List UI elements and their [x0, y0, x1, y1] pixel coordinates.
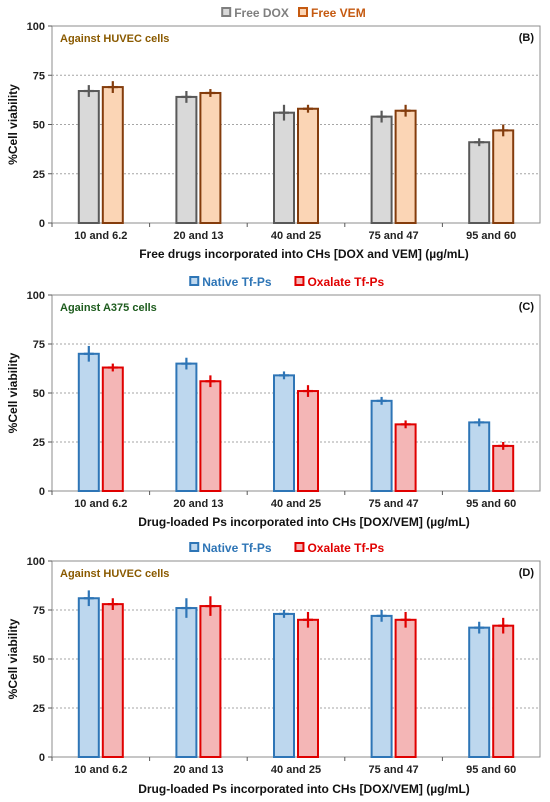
- x-tick-label: 75 and 47: [369, 498, 419, 510]
- legend-swatch: [294, 276, 305, 286]
- cell-line-annotation: Against A375 cells: [60, 302, 157, 314]
- chart-panel-2: 0 25 50 75 100 %Cell viability 10 and 6.2 20 an…: [6, 275, 541, 529]
- x-tick-label: 20 and 13: [173, 764, 223, 776]
- x-tick-label: 10 and 6.2: [74, 764, 127, 776]
- bar-free-vem: [101, 86, 124, 224]
- x-tick-label: 20 and 13: [173, 498, 223, 510]
- legend-label: Native Tf-Ps: [202, 275, 272, 289]
- legend-swatch: [298, 7, 308, 17]
- y-tick-label: 0: [39, 752, 45, 764]
- x-tick-label: 95 and 60: [466, 764, 516, 776]
- bar-free-dox: [468, 141, 491, 224]
- y-tick-label: 100: [27, 290, 45, 302]
- x-tick-label: 20 and 13: [173, 230, 223, 242]
- x-tick-label: 95 and 60: [466, 230, 516, 242]
- legend-swatch: [189, 276, 200, 286]
- legend-swatch: [294, 542, 305, 552]
- y-tick-label: 75: [33, 339, 45, 351]
- bar-native-tf-ps: [175, 607, 198, 758]
- bar-oxalate-tf-ps: [297, 618, 319, 758]
- y-tick-label: 0: [39, 486, 45, 498]
- chart-panel-3: 0 25 50 75 100 %Cell viability 10 and 6.2 20 an…: [6, 541, 541, 796]
- bar-native-tf-ps: [77, 597, 100, 758]
- bar-free-dox: [273, 111, 295, 224]
- bar-oxalate-tf-ps: [394, 618, 417, 758]
- legend: Native Tf-Ps Oxalate Tf-Ps: [189, 275, 384, 289]
- bar-native-tf-ps: [273, 612, 295, 758]
- bar-oxalate-tf-ps: [199, 605, 222, 759]
- x-tick-label: 75 and 47: [369, 230, 419, 242]
- bar-native-tf-ps: [370, 614, 393, 758]
- bar-oxalate-tf-ps: [492, 624, 515, 758]
- bar-free-vem: [199, 91, 222, 225]
- bar-free-dox: [175, 95, 198, 224]
- x-axis-label: Drug-loaded Ps incorporated into CHs [DO…: [138, 782, 470, 796]
- bar-native-tf-ps: [468, 626, 491, 759]
- y-axis-label: %Cell viability: [6, 84, 20, 165]
- x-tick-label: 95 and 60: [466, 498, 516, 510]
- y-tick-label: 100: [27, 21, 45, 33]
- bar-oxalate-tf-ps: [101, 603, 124, 758]
- panel-label: (B): [519, 32, 535, 44]
- bar-native-tf-ps: [468, 421, 491, 492]
- legend-label: Oxalate Tf-Ps: [307, 275, 384, 289]
- y-tick-label: 0: [39, 218, 45, 230]
- y-axis-label: %Cell viability: [6, 352, 20, 433]
- bar-native-tf-ps: [370, 399, 393, 492]
- legend-label: Free VEM: [311, 6, 366, 20]
- x-tick-label: 10 and 6.2: [74, 230, 127, 242]
- y-tick-label: 75: [33, 70, 45, 82]
- legend-label: Native Tf-Ps: [202, 541, 272, 555]
- panel-label: (D): [519, 567, 535, 579]
- legend: Free DOX Free VEM: [221, 6, 366, 20]
- legend-swatch: [189, 542, 200, 552]
- y-tick-label: 50: [33, 388, 45, 400]
- bar-native-tf-ps: [175, 362, 198, 493]
- legend-label: Free DOX: [234, 6, 289, 20]
- panel-label: (C): [519, 301, 535, 313]
- y-tick-label: 100: [27, 556, 45, 568]
- legend: Native Tf-Ps Oxalate Tf-Ps: [189, 541, 384, 555]
- x-axis-label: Free drugs incorporated into CHs [DOX an…: [139, 247, 469, 261]
- bar-free-dox: [370, 115, 393, 224]
- bar-oxalate-tf-ps: [101, 366, 124, 492]
- bar-native-tf-ps: [273, 374, 295, 492]
- bar-oxalate-tf-ps: [492, 444, 515, 493]
- x-tick-label: 10 and 6.2: [74, 498, 127, 510]
- y-tick-label: 25: [33, 437, 45, 449]
- bar-free-vem: [492, 129, 515, 224]
- bar-native-tf-ps: [77, 352, 100, 492]
- y-tick-label: 25: [33, 703, 45, 715]
- y-tick-label: 75: [33, 605, 45, 617]
- cell-line-annotation: Against HUVEC cells: [60, 568, 169, 580]
- legend-label: Oxalate Tf-Ps: [307, 541, 384, 555]
- y-tick-label: 25: [33, 169, 45, 181]
- x-tick-label: 40 and 25: [271, 498, 321, 510]
- bar-free-vem: [394, 109, 417, 224]
- y-tick-label: 50: [33, 120, 45, 132]
- bar-free-dox: [77, 90, 100, 225]
- x-axis-label: Drug-loaded Ps incorporated into CHs [DO…: [138, 515, 470, 529]
- chart-panel-1: 0 25 50 75 100 %Cell viability 10 and 6.2 20 an…: [6, 6, 541, 261]
- x-tick-label: 40 and 25: [271, 764, 321, 776]
- x-tick-label: 75 and 47: [369, 764, 419, 776]
- legend-swatch: [221, 7, 232, 17]
- bar-free-vem: [297, 107, 319, 224]
- bar-oxalate-tf-ps: [199, 380, 222, 492]
- cell-line-annotation: Against HUVEC cells: [60, 33, 169, 45]
- x-tick-label: 40 and 25: [271, 230, 321, 242]
- bar-oxalate-tf-ps: [394, 423, 417, 492]
- y-axis-label: %Cell viability: [6, 618, 20, 699]
- bar-oxalate-tf-ps: [297, 390, 319, 493]
- y-tick-label: 50: [33, 654, 45, 666]
